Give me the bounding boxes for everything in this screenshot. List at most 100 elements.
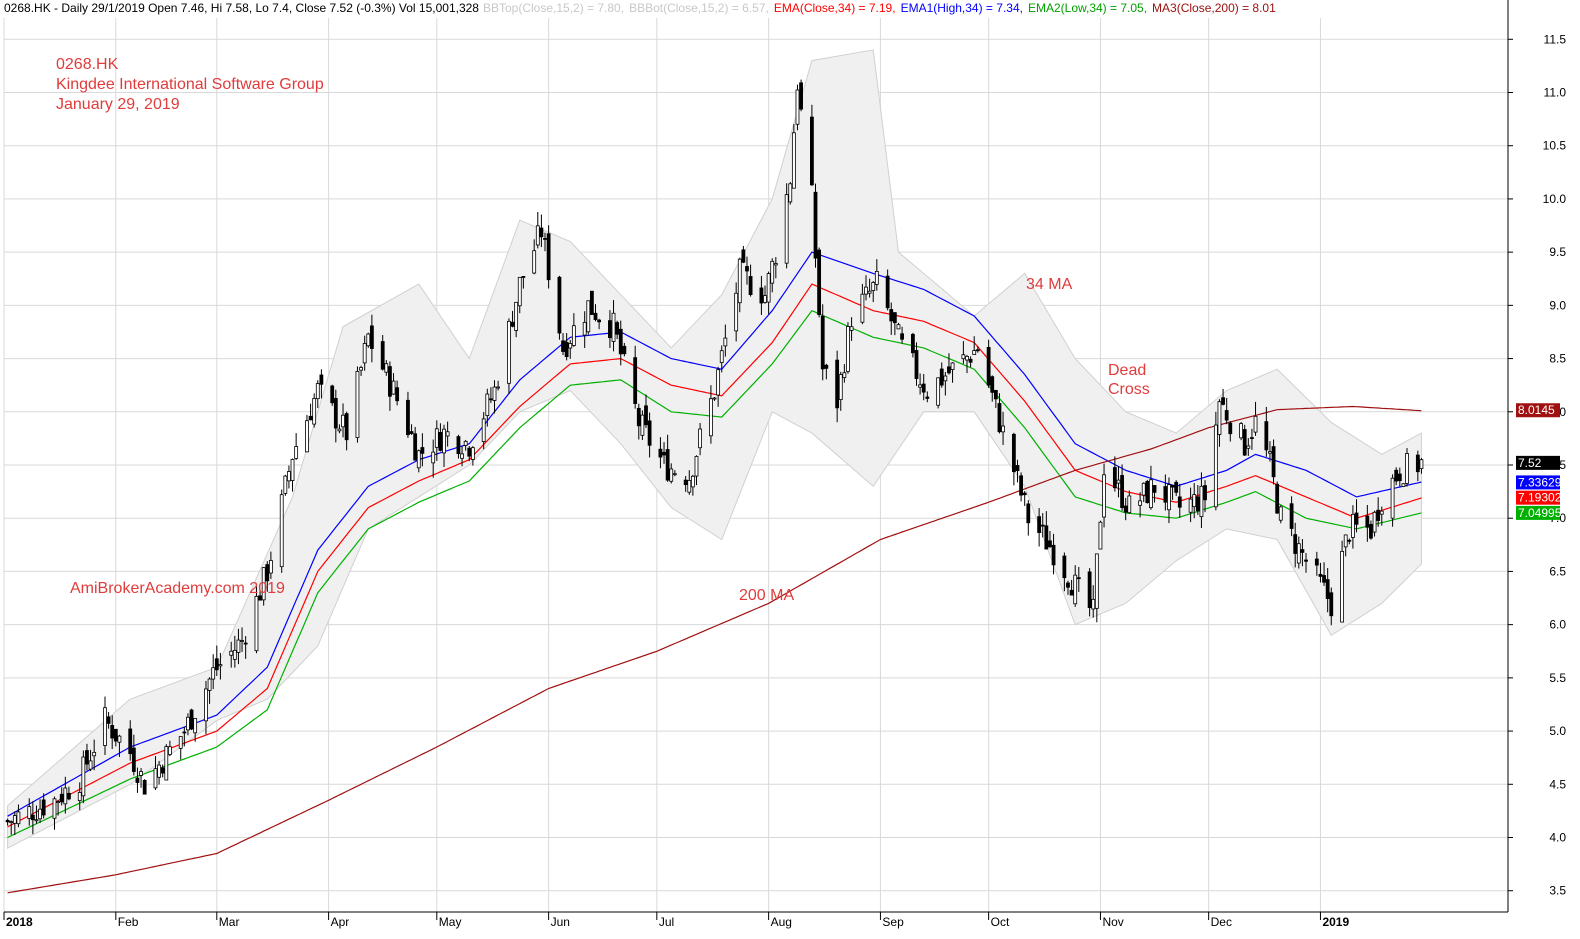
candle-down — [113, 728, 118, 742]
candle-down — [467, 447, 472, 457]
candle-down — [1152, 485, 1157, 493]
y-tick-label: 3.5 — [1549, 884, 1566, 898]
candle-up — [849, 326, 854, 331]
candle-up — [734, 292, 739, 332]
candle-down — [745, 266, 749, 272]
candle-up — [229, 650, 234, 656]
candle-up — [1192, 494, 1197, 508]
candle-down — [914, 350, 919, 379]
candle-down — [968, 358, 973, 363]
candle-down — [622, 345, 627, 355]
candle-down — [1242, 429, 1247, 456]
candle-up — [164, 746, 169, 781]
annotation-ticker: 0268.HK — [56, 56, 119, 73]
candle-down — [1250, 437, 1254, 439]
candle-up — [788, 183, 793, 203]
candle-down — [319, 374, 324, 385]
annotation-company: Kingdee International Software Group — [56, 76, 324, 93]
candle-down — [489, 398, 493, 401]
y-tick-label: 10.0 — [1543, 192, 1567, 206]
x-tick-label: Feb — [118, 915, 139, 929]
value-label-box — [1516, 403, 1560, 418]
candle-down — [258, 595, 262, 601]
candle-down — [1304, 559, 1308, 562]
candle-up — [384, 363, 389, 373]
candle-up — [1372, 511, 1377, 533]
candle-up — [470, 447, 475, 460]
value-label-box — [1516, 490, 1560, 505]
candle-down — [1177, 496, 1182, 508]
candle-up — [1102, 474, 1106, 518]
x-tick-label: Apr — [331, 915, 350, 929]
candle-up — [1419, 459, 1424, 470]
candle-down — [1347, 539, 1352, 542]
candle-down — [1300, 549, 1305, 553]
candle-down — [543, 238, 547, 240]
candle-up — [1405, 453, 1409, 484]
candle-up — [204, 688, 208, 722]
candle-up — [1343, 534, 1348, 548]
candle-up — [442, 428, 446, 454]
candle-up — [687, 480, 692, 493]
candle-down — [1264, 421, 1269, 451]
candle-up — [795, 89, 800, 125]
candle-down — [1203, 485, 1207, 501]
candle-up — [896, 324, 901, 330]
y-tick-label: 9.5 — [1549, 245, 1566, 259]
candle-down — [1289, 503, 1294, 529]
value-label: 7.04995 — [1516, 505, 1562, 520]
candle-down — [1011, 433, 1016, 473]
candle-up — [669, 468, 674, 482]
candle-up — [496, 386, 501, 389]
candle-down — [1015, 465, 1020, 472]
candle-up — [460, 453, 464, 459]
candle-up — [712, 397, 717, 400]
header-prefix: 0268.HK - Daily 29/1/2019 Open 7.46, Hi … — [4, 1, 479, 15]
candle-down — [748, 276, 753, 295]
candle-up — [481, 418, 486, 442]
candle-up — [918, 384, 923, 388]
candle-down — [135, 777, 140, 783]
candle-down — [1022, 492, 1027, 496]
candle-down — [1369, 524, 1373, 539]
candle-down — [1228, 422, 1233, 435]
candle-up — [846, 326, 850, 372]
candle-down — [308, 415, 313, 421]
annotation-cross: Cross — [1108, 381, 1150, 398]
value-label: 7.52 — [1516, 455, 1560, 470]
candle-up — [294, 446, 299, 459]
candle-up — [117, 735, 122, 743]
candle-down — [665, 449, 670, 481]
candle-up — [672, 473, 677, 476]
candle-down — [759, 287, 764, 304]
candle-up — [864, 286, 868, 295]
candle-down — [925, 396, 930, 399]
candle-down — [939, 368, 944, 386]
candle-down — [388, 366, 392, 397]
candle-down — [5, 819, 10, 823]
candle-down — [662, 451, 666, 456]
candle-up — [63, 787, 68, 805]
x-tick-label: May — [439, 915, 462, 929]
header-ema: EMA(Close,34) = 7.19, — [774, 1, 896, 15]
candle-up — [103, 707, 107, 746]
candle-up — [287, 471, 291, 482]
x-tick-label: Aug — [771, 915, 792, 929]
candle-up — [716, 369, 721, 396]
candle-up — [871, 282, 876, 291]
candle-down — [597, 319, 602, 323]
x-tick-label: Jun — [551, 915, 570, 929]
candle-down — [1275, 483, 1280, 514]
candle-up — [290, 459, 295, 481]
candle-down — [330, 385, 335, 404]
candle-down — [243, 642, 248, 645]
candle-up — [485, 393, 490, 417]
candle-up — [1390, 477, 1395, 519]
candle-down — [1224, 410, 1229, 421]
candle-down — [1314, 558, 1319, 566]
x-tick-label: Dec — [1211, 915, 1232, 929]
candle-up — [27, 806, 32, 819]
candle-up — [972, 350, 977, 355]
candle-up — [261, 567, 266, 601]
candle-down — [30, 814, 35, 821]
